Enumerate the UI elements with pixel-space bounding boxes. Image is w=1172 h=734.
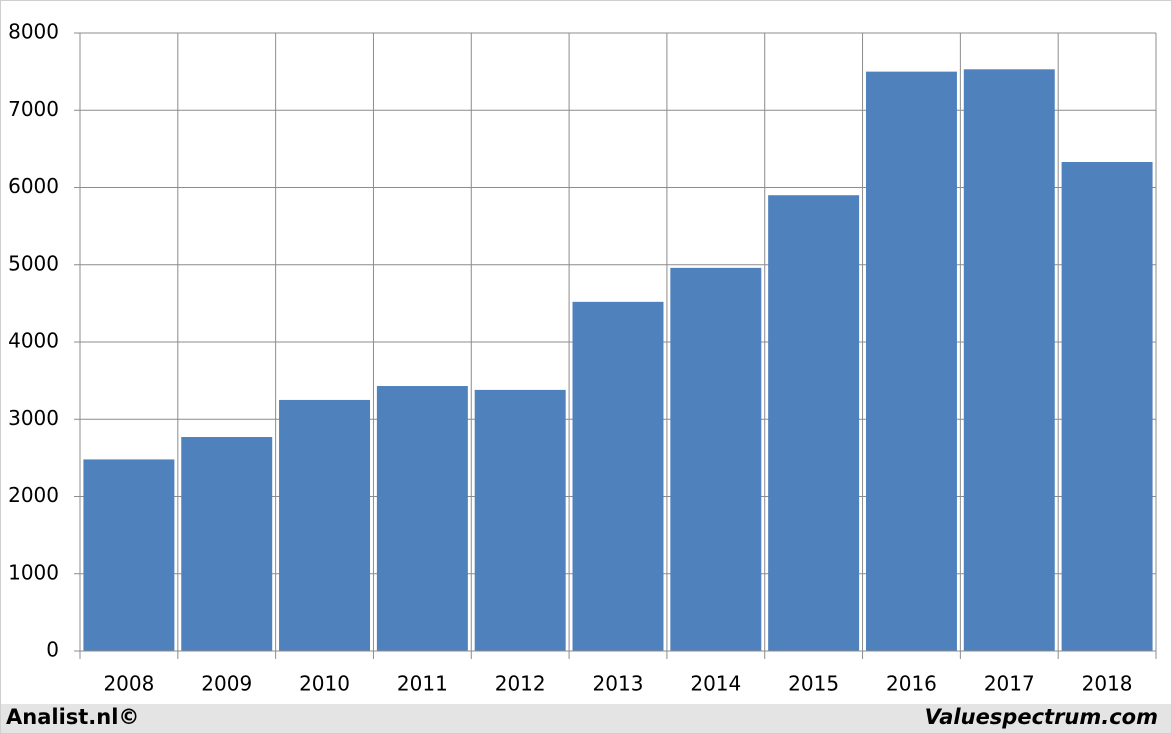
y-tick-label: 4000 bbox=[8, 329, 59, 353]
x-tick-label: 2016 bbox=[886, 672, 937, 696]
x-tick-label: 2014 bbox=[690, 672, 741, 696]
bar bbox=[963, 69, 1055, 652]
y-tick-label: 3000 bbox=[8, 406, 59, 430]
bar bbox=[670, 267, 762, 651]
bar bbox=[865, 71, 957, 651]
y-tick-label: 2000 bbox=[8, 483, 59, 507]
bar bbox=[376, 386, 468, 651]
y-tick-label: 0 bbox=[46, 638, 59, 662]
credit-right: Valuespectrum.com bbox=[925, 705, 1158, 729]
footer-band bbox=[1, 704, 1171, 733]
bar bbox=[279, 399, 371, 651]
y-tick-label: 6000 bbox=[8, 174, 59, 198]
x-tick-label: 2017 bbox=[984, 672, 1035, 696]
x-tick-label: 2013 bbox=[593, 672, 644, 696]
bar bbox=[181, 437, 273, 651]
bar bbox=[1061, 162, 1153, 651]
y-tick-label: 8000 bbox=[8, 20, 59, 44]
y-tick-label: 7000 bbox=[8, 97, 59, 121]
x-tick-label: 2008 bbox=[103, 672, 154, 696]
x-tick-label: 2012 bbox=[495, 672, 546, 696]
bar bbox=[572, 301, 664, 651]
y-tick-label: 5000 bbox=[8, 251, 59, 275]
x-tick-label: 2009 bbox=[201, 672, 252, 696]
bar bbox=[83, 459, 175, 651]
bar bbox=[474, 389, 566, 651]
y-tick-label: 1000 bbox=[8, 560, 59, 584]
x-tick-label: 2011 bbox=[397, 672, 448, 696]
credit-left: Analist.nl© bbox=[6, 705, 139, 729]
bar bbox=[768, 195, 860, 651]
x-tick-label: 2018 bbox=[1082, 672, 1133, 696]
x-tick-label: 2015 bbox=[788, 672, 839, 696]
x-tick-label: 2010 bbox=[299, 672, 350, 696]
